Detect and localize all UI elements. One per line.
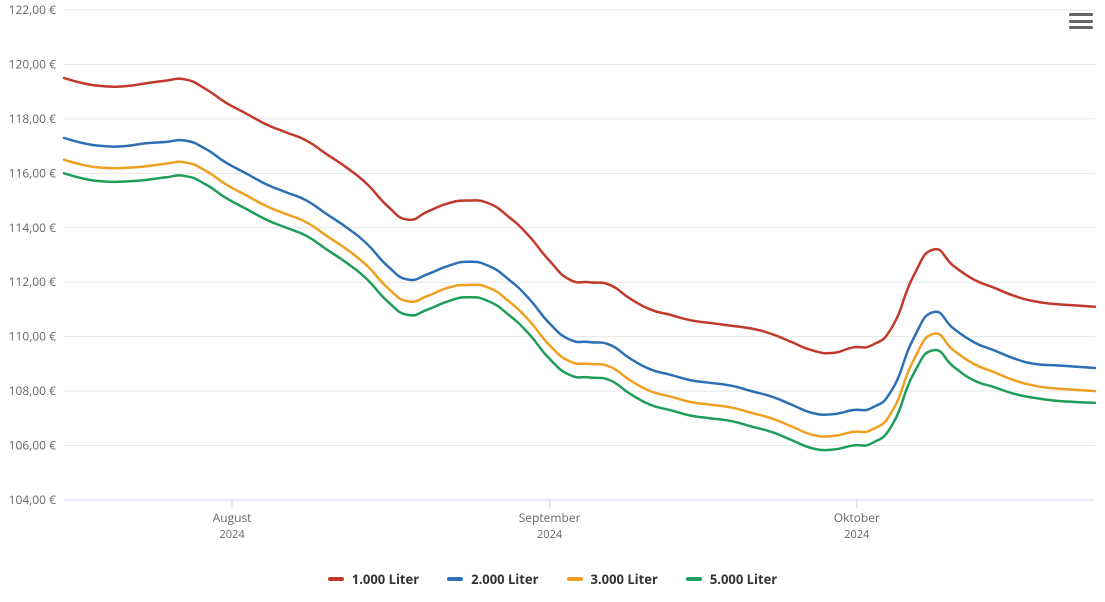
svg-text:108,00 €: 108,00 € xyxy=(9,382,57,399)
svg-text:Oktober: Oktober xyxy=(834,509,880,526)
svg-text:2024: 2024 xyxy=(537,527,563,542)
legend-swatch xyxy=(328,577,344,581)
legend-swatch xyxy=(447,577,463,581)
legend-item[interactable]: 3.000 Liter xyxy=(567,570,658,588)
legend-item[interactable]: 1.000 Liter xyxy=(328,570,419,588)
legend-item[interactable]: 5.000 Liter xyxy=(686,570,777,588)
svg-text:116,00 €: 116,00 € xyxy=(9,164,57,181)
svg-text:104,00 €: 104,00 € xyxy=(9,491,57,508)
svg-text:120,00 €: 120,00 € xyxy=(9,55,57,72)
chart-svg: 104,00 € 106,00 € 108,00 € 110,00 € 112,00 €… xyxy=(0,0,1105,602)
legend-label: 1.000 Liter xyxy=(352,570,419,588)
legend-swatch xyxy=(567,577,583,581)
legend-swatch xyxy=(686,577,702,581)
legend-label: 3.000 Liter xyxy=(591,570,658,588)
legend-label: 5.000 Liter xyxy=(710,570,777,588)
svg-text:114,00 €: 114,00 € xyxy=(9,219,57,236)
legend-label: 2.000 Liter xyxy=(471,570,538,588)
svg-text:2024: 2024 xyxy=(219,527,245,542)
chart-legend: 1.000 Liter 2.000 Liter 3.000 Liter 5.000 L… xyxy=(0,570,1105,588)
svg-text:110,00 €: 110,00 € xyxy=(9,328,57,345)
svg-text:118,00 €: 118,00 € xyxy=(9,110,57,127)
svg-text:August: August xyxy=(213,509,252,526)
svg-text:122,00 €: 122,00 € xyxy=(9,1,57,18)
legend-item[interactable]: 2.000 Liter xyxy=(447,570,538,588)
svg-text:2024: 2024 xyxy=(844,527,870,542)
svg-text:September: September xyxy=(519,509,581,526)
price-chart: 104,00 € 106,00 € 108,00 € 110,00 € 112,00 €… xyxy=(0,0,1105,602)
svg-text:106,00 €: 106,00 € xyxy=(9,437,57,454)
svg-text:112,00 €: 112,00 € xyxy=(9,273,57,290)
